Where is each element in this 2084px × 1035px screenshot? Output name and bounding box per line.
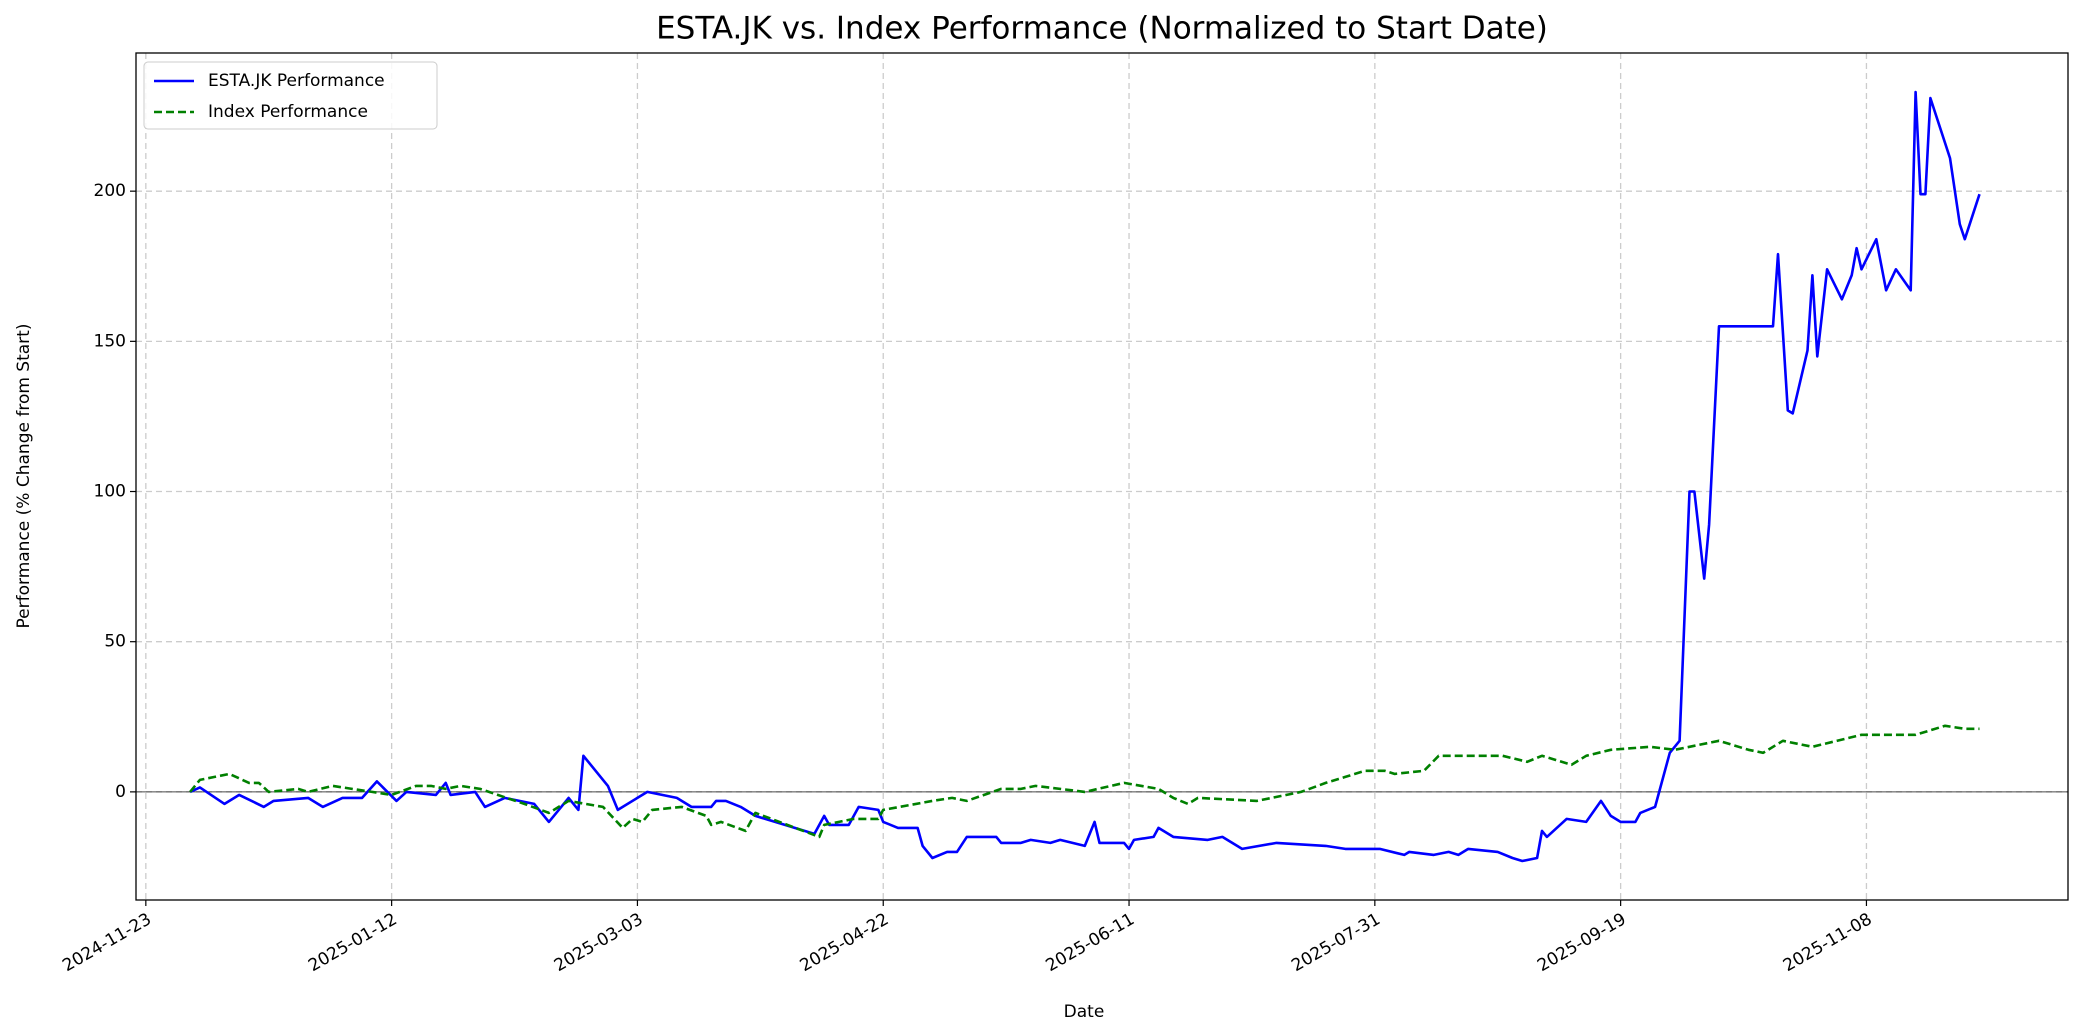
y-tick-label: 50 — [104, 632, 126, 652]
legend: ESTA.JK Performance Index Performance — [143, 61, 438, 130]
x-tick-label: 2025-07-31 — [1288, 909, 1384, 976]
y-axis-label: Performance (% Change from Start) — [14, 324, 34, 629]
x-axis-label: Date — [1064, 1002, 1105, 1022]
x-tick-label: 2025-01-12 — [305, 909, 401, 976]
y-tick-label: 0 — [115, 782, 126, 802]
x-tick-label: 2024-11-23 — [59, 909, 155, 976]
x-tick-label: 2025-06-11 — [1042, 909, 1138, 976]
y-tick-label: 100 — [94, 482, 126, 502]
series-line — [189, 724, 1980, 839]
x-tick-label: 2025-03-03 — [551, 909, 647, 976]
legend-label: Index Performance — [208, 102, 368, 122]
y-tick-label: 200 — [94, 181, 126, 201]
x-tick-label: 2025-04-22 — [797, 909, 893, 976]
legend-label: ESTA.JK Performance — [208, 71, 385, 91]
plot-frame — [135, 52, 2069, 901]
y-tick-label: 150 — [94, 331, 126, 351]
chart-title: ESTA.JK vs. Index Performance (Normalize… — [656, 11, 1548, 47]
x-tick-label: 2025-09-19 — [1534, 909, 1630, 976]
x-tick-label: 2025-11-08 — [1780, 909, 1876, 976]
series-line — [189, 90, 1981, 863]
legend-box — [143, 61, 438, 130]
